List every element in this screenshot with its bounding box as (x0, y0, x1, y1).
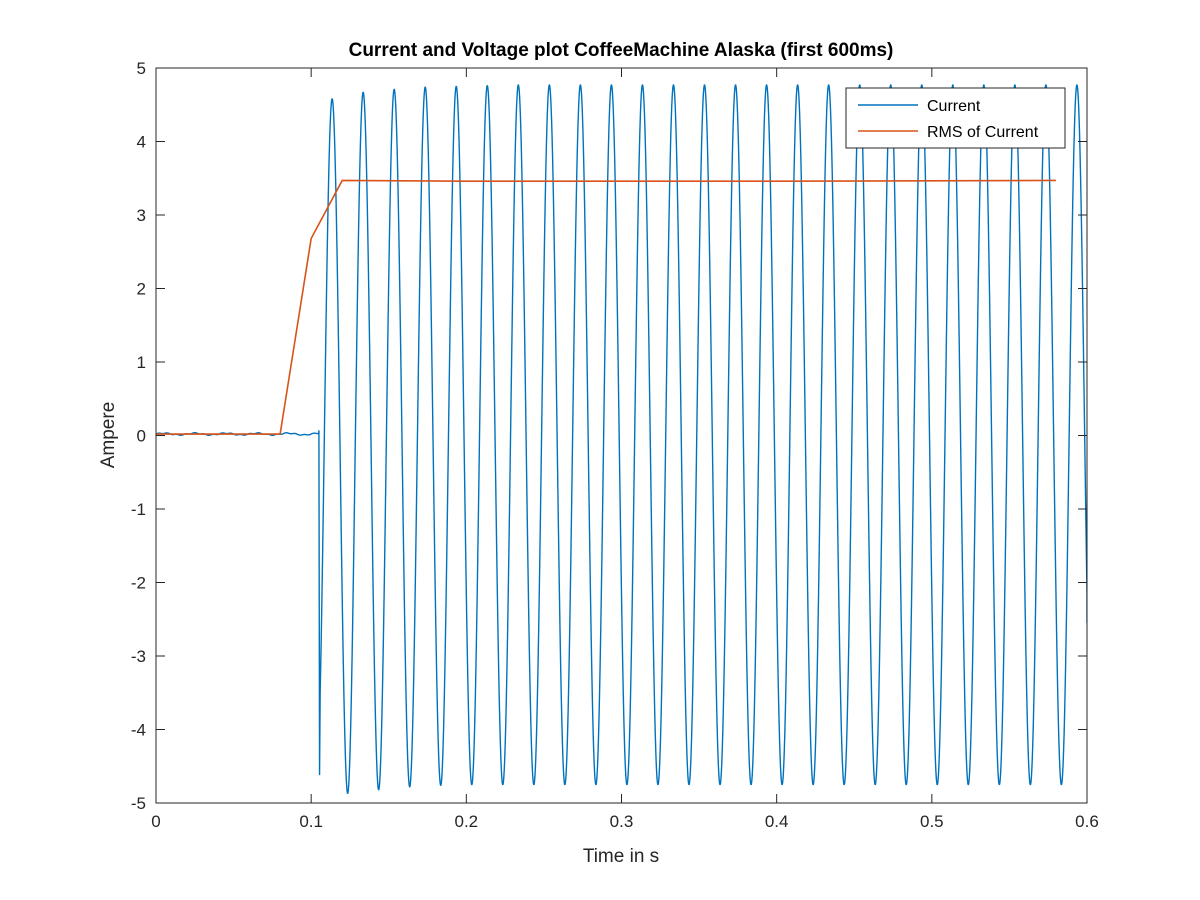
x-tick-label: 0.1 (299, 812, 323, 831)
series-layer (156, 84, 1087, 795)
y-tick-label: 5 (137, 59, 146, 78)
series-rms-line (156, 179, 1056, 435)
plot-area (156, 68, 1087, 803)
x-tick-label: 0.5 (920, 812, 944, 831)
legend: Current RMS of Current (845, 87, 1066, 149)
y-tick-label: 3 (137, 206, 146, 225)
y-tick-label: -1 (131, 500, 146, 519)
x-axis-label: Time in s (583, 846, 659, 867)
y-tick-label: 4 (137, 133, 146, 152)
x-tick-label: 0 (151, 812, 160, 831)
y-axis-label: Ampere (98, 402, 119, 469)
x-tick-label: 0.4 (765, 812, 789, 831)
x-tick-label: 0.3 (610, 812, 634, 831)
y-tick-label: -3 (131, 647, 146, 666)
y-tick-label: 1 (137, 353, 146, 372)
legend-box (845, 87, 1066, 149)
y-tick-label: 0 (137, 427, 146, 446)
y-tick-label: -5 (131, 794, 146, 813)
legend-label-rms: RMS of Current (927, 124, 1039, 141)
ticks-layer: 0 0.1 0.2 0.3 0.4 0.5 0.6 5 4 3 2 1 0 -1 -2 -3 -4 -5 (131, 59, 1099, 831)
chart-title: Current and Voltage plot CoffeeMachine A… (349, 40, 894, 61)
x-tick-label: 0.2 (455, 812, 479, 831)
legend-label-current: Current (927, 98, 981, 115)
x-tick-label: 0.6 (1075, 812, 1099, 831)
series-current-line (156, 84, 1087, 795)
y-tick-label: -4 (131, 721, 146, 740)
y-tick-label: 2 (137, 280, 146, 299)
y-tick-label: -2 (131, 574, 146, 593)
